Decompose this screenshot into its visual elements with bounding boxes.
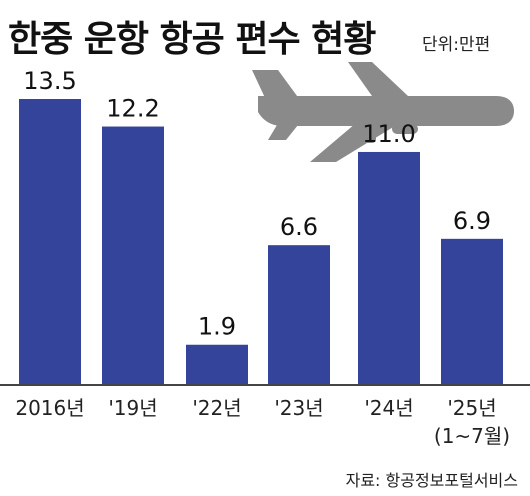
source-note: 자료: 항공정보포털서비스 [345,471,518,490]
value-label-4: 11.0 [362,120,415,148]
category-label-1: '19년 [108,396,157,420]
chart-title: 한중 운항 항공 편수 현황 [8,19,376,60]
bar-5 [441,238,503,385]
bar-1 [102,126,164,385]
category-label-0: 2016년 [15,396,84,420]
bar-2 [186,344,248,385]
category-label-5-0: '25년 [447,396,496,420]
category-label-4: '24년 [364,396,413,420]
airplane-icon [252,62,514,162]
category-label-5-1: (1~7월) [434,424,510,448]
unit-label: 단위:만편 [422,35,491,55]
category-label-2: '22년 [192,396,241,420]
value-label-5: 6.9 [453,207,491,235]
value-label-1: 12.2 [106,95,159,123]
bar-0 [19,99,81,385]
bar-4 [358,151,420,385]
value-label-3: 6.6 [280,213,318,241]
value-label-2: 1.9 [198,313,236,341]
value-label-0: 13.5 [23,67,76,95]
category-label-3: '23년 [274,396,323,420]
bar-3 [268,245,330,385]
